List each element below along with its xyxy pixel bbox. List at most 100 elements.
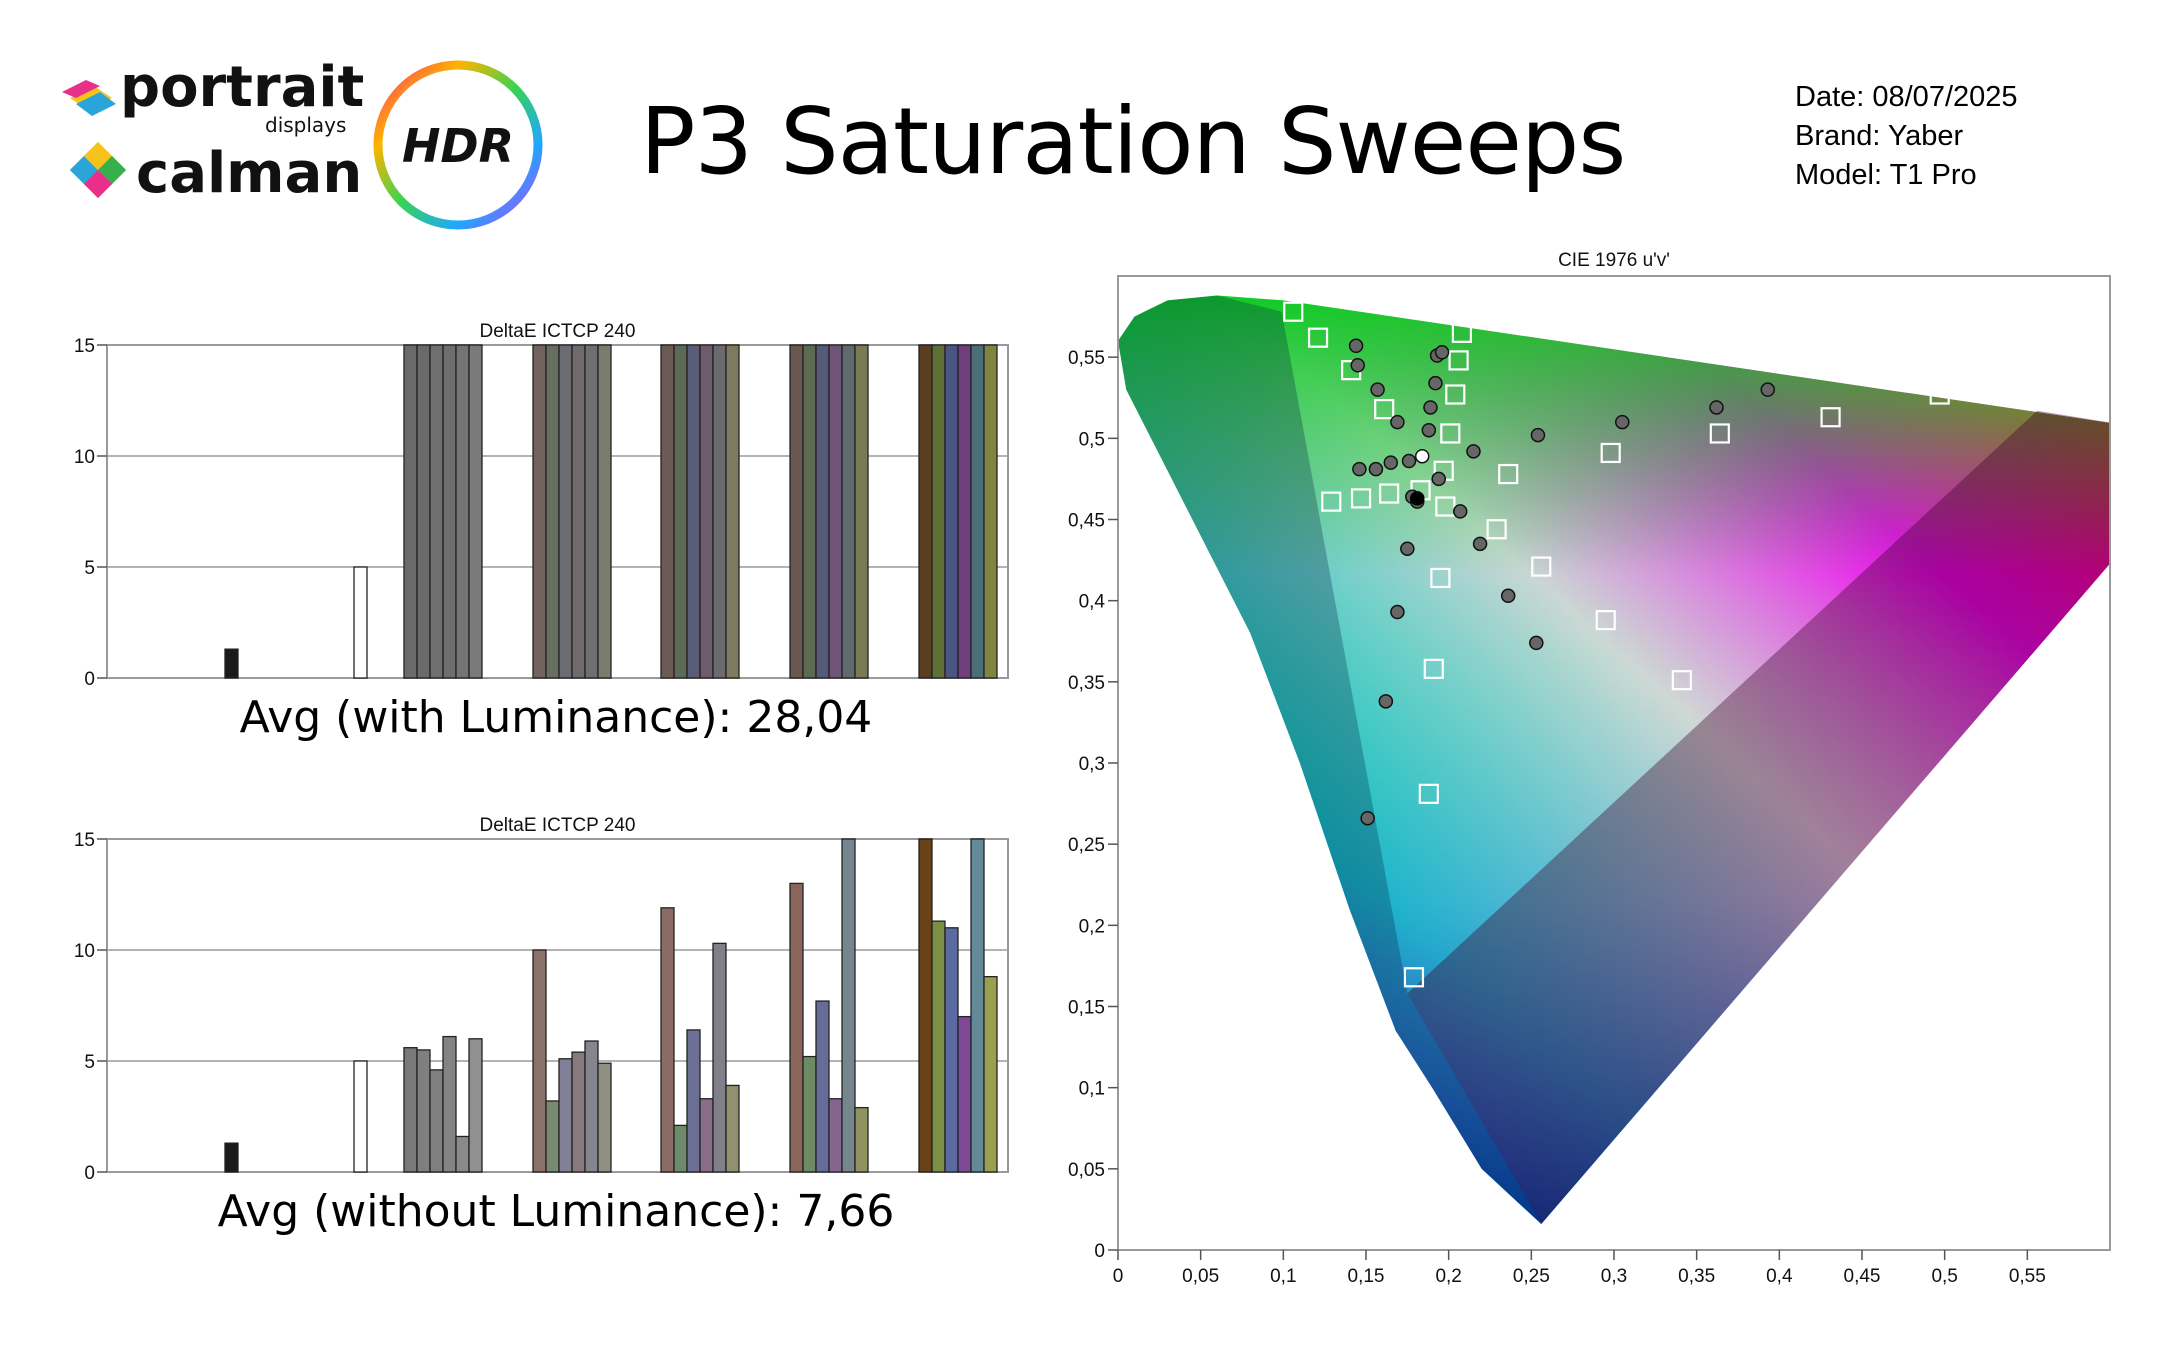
bar: [828, 344, 843, 679]
target-marker: [1486, 519, 1507, 540]
bar: [802, 1055, 817, 1173]
report-brand: Brand: Yaber: [1795, 120, 1964, 152]
x-tick-label: 0,25: [1513, 1266, 1550, 1287]
bar: [686, 1029, 701, 1173]
y-tick-label: 10: [74, 447, 95, 468]
measured-point: [1405, 489, 1420, 505]
portrait-displays-logo-icon: [62, 80, 116, 116]
report-date: Date: 08/07/2025: [1795, 81, 2018, 113]
target-marker: [1374, 399, 1395, 420]
hdr-badge-text: HDR: [402, 119, 514, 173]
bar: [673, 1124, 688, 1173]
target-marker: [1445, 384, 1466, 405]
bar: [455, 1135, 470, 1173]
bar: [815, 344, 830, 679]
x-tick-label: 0,3: [1601, 1266, 1627, 1287]
target-marker: [1531, 556, 1552, 577]
bar: [802, 344, 817, 679]
bar: [983, 344, 998, 679]
target-marker: [1341, 360, 1362, 381]
measured-point: [1383, 455, 1399, 470]
target-marker: [1498, 463, 1519, 485]
measured-point: [1360, 810, 1375, 826]
bar: [944, 344, 959, 679]
chart-title: DeltaE ICTCP 240: [480, 321, 636, 342]
bar: [558, 344, 573, 679]
bar: [571, 1051, 586, 1173]
measured-point: [1400, 541, 1415, 556]
measured-point: [1368, 461, 1384, 477]
y-tick-label: 0,3: [1079, 754, 1105, 775]
bar: [918, 344, 933, 679]
target-marker: [1418, 783, 1439, 804]
y-tick-label: 10: [74, 941, 95, 962]
avg-without-luminance: Avg (without Luminance): 7,66: [217, 1186, 895, 1237]
measured-point: [1500, 588, 1516, 604]
target-marker: [1410, 480, 1431, 501]
bar: [660, 907, 675, 1173]
bar: [957, 344, 972, 679]
chart-title: CIE 1976 u'v': [1558, 250, 1670, 271]
hdr-badge-icon: [373, 60, 543, 230]
measured-point: [1348, 338, 1364, 354]
bar: [571, 344, 586, 679]
report-model: Model: T1 Pro: [1795, 159, 1977, 191]
bar: [416, 344, 431, 679]
measured-point: [1350, 358, 1365, 373]
bar: [584, 344, 599, 679]
bar: [841, 838, 856, 1173]
spectral-locus-shade: [1118, 295, 2110, 1225]
y-tick-label: 0,2: [1079, 916, 1105, 937]
bar: [442, 344, 457, 679]
measured-point: [1428, 375, 1443, 391]
measured-point: [1352, 461, 1367, 477]
target-marker: [1321, 491, 1342, 512]
y-tick-label: 15: [74, 830, 95, 851]
measured-point: [1466, 444, 1481, 459]
bar: [403, 1047, 418, 1173]
bar: [403, 344, 418, 679]
bar: [712, 942, 727, 1173]
measured-point: [1472, 536, 1488, 552]
y-tick-label: 0,5: [1079, 429, 1105, 450]
target-marker: [1671, 670, 1692, 691]
bar: [558, 1058, 573, 1173]
y-tick-label: 0,45: [1068, 511, 1105, 532]
x-tick-label: 0,15: [1348, 1266, 1385, 1287]
bar: [416, 1049, 431, 1173]
measured-point: [1709, 400, 1724, 415]
target-marker: [1430, 567, 1451, 589]
bar: [725, 344, 740, 679]
target-marker: [1403, 967, 1425, 988]
target-marker: [1379, 483, 1400, 504]
plot-frame: [106, 344, 1009, 679]
measured-point: [1529, 635, 1544, 651]
target-marker: [1451, 322, 1472, 343]
bar: [931, 344, 946, 679]
bar: [429, 344, 444, 679]
x-tick-label: 0,05: [1182, 1266, 1219, 1287]
target-marker: [1433, 460, 1454, 481]
bar: [673, 344, 688, 679]
bar: [931, 920, 946, 1173]
bar: [660, 344, 675, 679]
target-marker: [1929, 384, 1950, 405]
bar: [828, 1098, 843, 1173]
x-tick-label: 0,45: [1844, 1266, 1881, 1287]
target-marker: [1440, 423, 1461, 444]
measured-point: [1390, 604, 1405, 620]
measured-point: [1421, 422, 1437, 438]
out-of-gamut-right: [1407, 410, 2110, 1225]
bar: [957, 1015, 972, 1173]
y-tick-label: 15: [74, 336, 95, 357]
bar: [353, 1060, 368, 1173]
target-marker: [1307, 327, 1329, 348]
x-tick-label: 0,1: [1270, 1266, 1296, 1287]
portrait-logo-text: portrait: [120, 55, 364, 120]
bar: [944, 927, 959, 1173]
target-marker: [1423, 658, 1444, 679]
bar: [545, 344, 560, 679]
bar: [854, 1106, 869, 1173]
bar: [224, 1142, 239, 1173]
target-marker: [1820, 407, 1841, 428]
